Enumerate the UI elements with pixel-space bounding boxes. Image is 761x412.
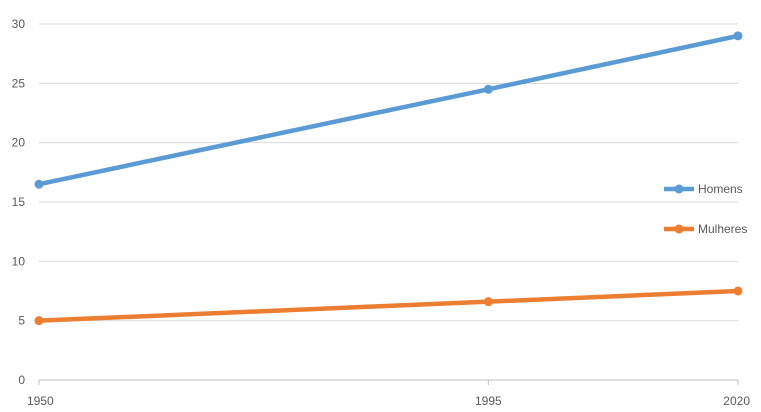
legend-label-homens: Homens xyxy=(698,182,743,196)
y-tick-label-25: 25 xyxy=(12,76,26,90)
data-point-homens-1950 xyxy=(34,179,44,189)
y-tick-label-10: 10 xyxy=(12,254,26,268)
x-tick-label-1950: 1950 xyxy=(27,394,54,408)
legend-marker-mulheres xyxy=(674,224,684,234)
data-point-homens-1995 xyxy=(483,84,493,94)
series-line-mulheres xyxy=(36,288,741,323)
legend-item-homens: Homens xyxy=(664,182,743,196)
y-tick-label-30: 30 xyxy=(12,17,26,31)
y-tick-label-5: 5 xyxy=(18,314,25,328)
x-tick-label-1995: 1995 xyxy=(475,394,502,408)
data-point-mulheres-1950 xyxy=(34,316,44,326)
y-tick-label-20: 20 xyxy=(12,136,26,150)
y-axis-tick-labels: 0 5 10 15 20 25 30 xyxy=(12,17,26,387)
legend: Homens Mulheres xyxy=(664,182,747,236)
y-tick-label-0: 0 xyxy=(18,373,25,387)
y-tick-label-15: 15 xyxy=(12,195,26,209)
x-tick-label-2020: 2020 xyxy=(723,394,750,408)
series-line-homens xyxy=(36,33,741,187)
legend-label-mulheres: Mulheres xyxy=(698,222,747,236)
data-point-homens-2020 xyxy=(733,31,743,41)
x-axis-tick-labels: 1950 1995 2020 xyxy=(27,380,750,408)
data-point-mulheres-1995 xyxy=(483,297,493,307)
series-group xyxy=(34,31,743,326)
gridlines xyxy=(39,23,738,322)
legend-item-mulheres: Mulheres xyxy=(664,222,747,236)
legend-marker-homens xyxy=(674,184,684,194)
data-point-mulheres-2020 xyxy=(733,286,743,296)
